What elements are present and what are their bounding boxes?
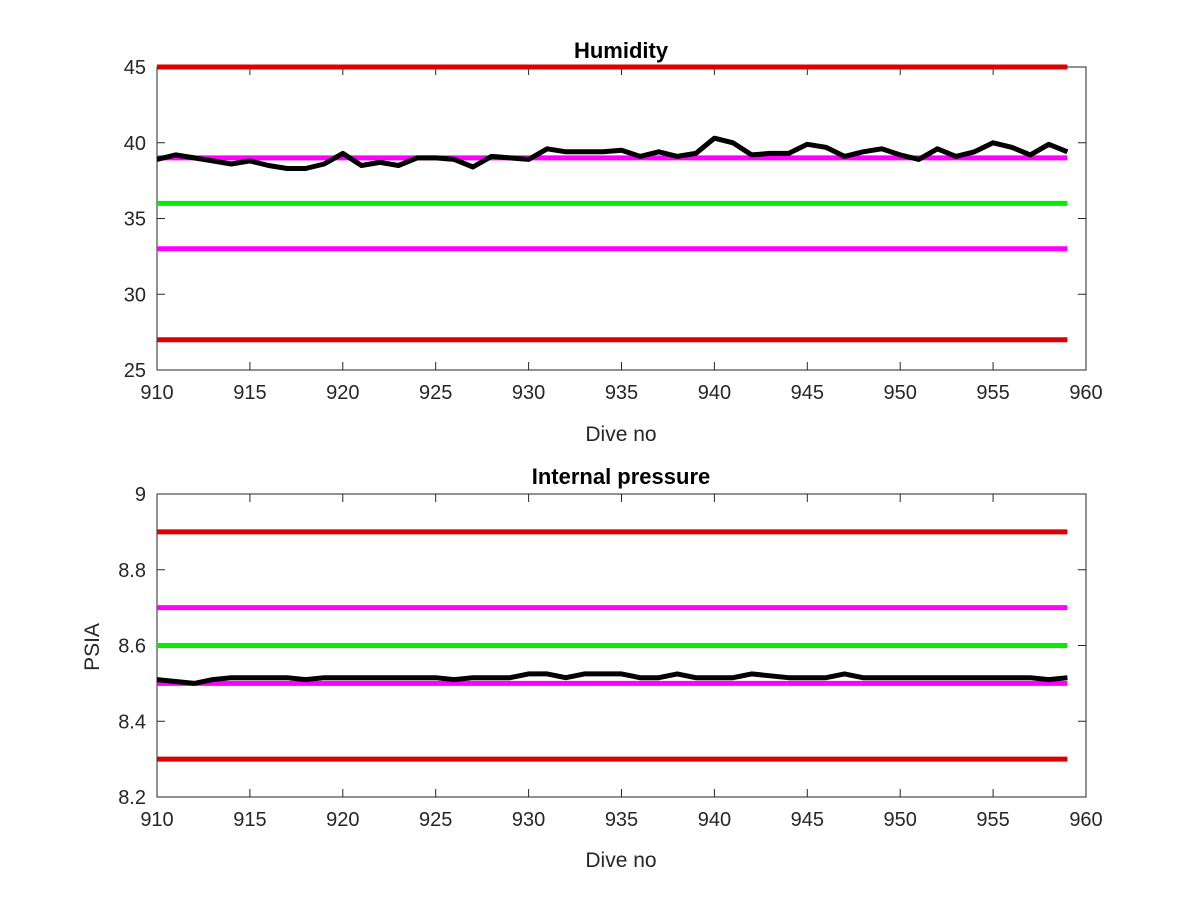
humidity-y-tick-label: 45 bbox=[124, 57, 146, 79]
humidity-x-tick-label: 910 bbox=[140, 382, 173, 404]
humidity-plot-area: 910 915 920 925 930 935 940 945 950 955 960 25 30 35 4… bbox=[124, 57, 1103, 404]
humidity-panel: Humidity Dive no 910 915 920 925 930 935 940 94… bbox=[124, 38, 1103, 446]
internal-pressure-x-tick-label: 915 bbox=[233, 809, 266, 831]
internal-pressure-y-tick-label: 8.4 bbox=[118, 711, 146, 733]
internal-pressure-y-tick-label: 8.8 bbox=[118, 560, 146, 582]
internal-pressure-y-tick-label: 8.2 bbox=[118, 787, 146, 809]
internal-pressure-x-tick-label: 950 bbox=[884, 809, 917, 831]
internal-pressure-x-tick-label: 935 bbox=[605, 809, 638, 831]
humidity-x-tick-label: 960 bbox=[1069, 382, 1102, 404]
humidity-x-tick-label: 930 bbox=[512, 382, 545, 404]
humidity-x-tick-label: 950 bbox=[884, 382, 917, 404]
humidity-x-tick-label: 925 bbox=[419, 382, 452, 404]
internal-pressure-x-tick-label: 940 bbox=[698, 809, 731, 831]
internal-pressure-x-tick-label: 955 bbox=[976, 809, 1009, 831]
internal-pressure-x-tick-label: 930 bbox=[512, 809, 545, 831]
humidity-x-axis-label: Dive no bbox=[585, 423, 656, 446]
internal-pressure-series-line bbox=[156, 671, 1068, 686]
internal-pressure-x-tick-label: 910 bbox=[140, 809, 173, 831]
internal-pressure-x-tick-label: 945 bbox=[791, 809, 824, 831]
internal-pressure-x-axis-label: Dive no bbox=[585, 849, 656, 872]
internal-pressure-title: Internal pressure bbox=[532, 464, 711, 489]
humidity-x-tick-label: 955 bbox=[976, 382, 1009, 404]
internal-pressure-x-tick-label: 960 bbox=[1069, 809, 1102, 831]
internal-pressure-panel: Internal pressure Dive no PSIA 910 915 920… bbox=[81, 464, 1103, 872]
humidity-series-line bbox=[156, 135, 1069, 171]
humidity-x-tick-label: 935 bbox=[605, 382, 638, 404]
humidity-x-tick-label: 945 bbox=[791, 382, 824, 404]
internal-pressure-y-tick-label: 8.6 bbox=[118, 636, 146, 658]
internal-pressure-plot-area: 910 915 920 925 930 935 940 945 950 955 960 8.2 8.4 8… bbox=[118, 484, 1103, 831]
internal-pressure-x-tick-label: 920 bbox=[326, 809, 359, 831]
internal-pressure-x-tick-label: 925 bbox=[419, 809, 452, 831]
humidity-title: Humidity bbox=[574, 38, 669, 63]
humidity-x-tick-label: 940 bbox=[698, 382, 731, 404]
humidity-x-tick-label: 920 bbox=[326, 382, 359, 404]
humidity-y-tick-label: 25 bbox=[124, 360, 146, 382]
humidity-y-tick-label: 30 bbox=[124, 284, 146, 306]
internal-pressure-y-tick-label: 9 bbox=[135, 484, 146, 506]
humidity-x-tick-label: 915 bbox=[233, 382, 266, 404]
humidity-y-tick-label: 40 bbox=[124, 133, 146, 155]
internal-pressure-y-axis-label: PSIA bbox=[81, 623, 104, 671]
humidity-y-tick-label: 35 bbox=[124, 209, 146, 231]
